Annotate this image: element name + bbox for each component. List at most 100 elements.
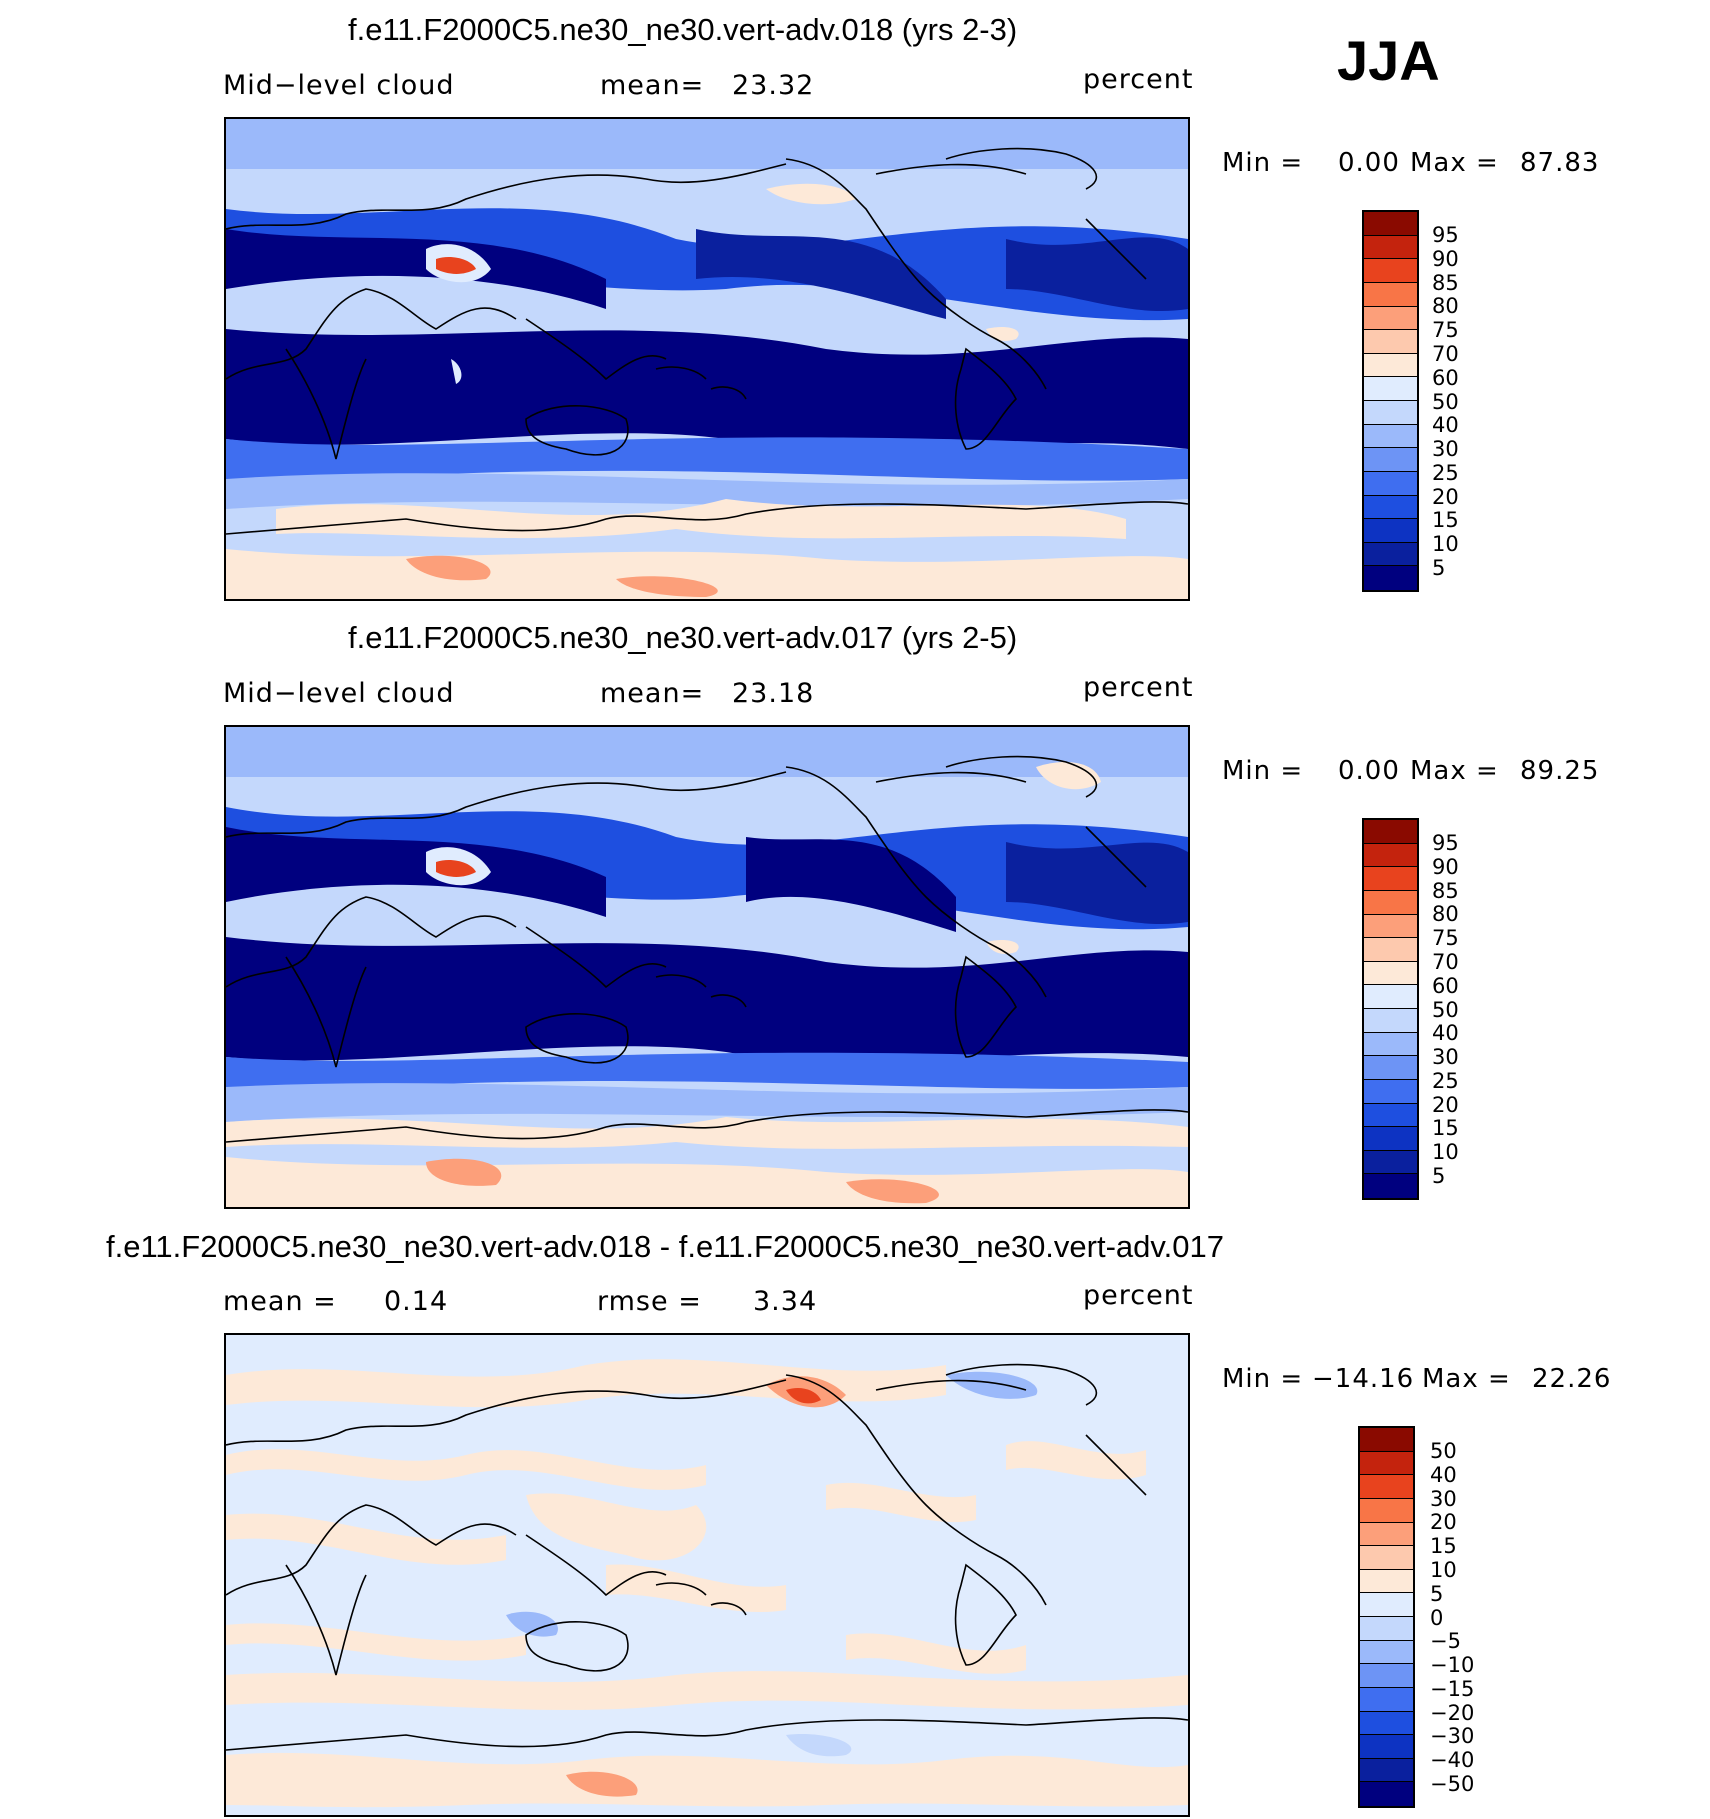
panel1-mean-label: mean= <box>600 70 705 101</box>
colorbar-segment <box>1364 330 1417 354</box>
panel2-map-svg <box>226 727 1188 1207</box>
colorbar-segment <box>1360 1758 1413 1783</box>
panel2-tick: 20 <box>1432 1093 1459 1117</box>
colorbar-segment <box>1364 890 1417 915</box>
colorbar-segment <box>1364 1127 1417 1151</box>
panel3-tick: 5 <box>1430 1582 1444 1606</box>
colorbar-segment <box>1364 867 1417 891</box>
colorbar-segment <box>1360 1640 1413 1665</box>
panel2-tick: 70 <box>1432 950 1459 974</box>
panel1-colorbar <box>1362 210 1419 592</box>
colorbar-segment <box>1364 448 1417 472</box>
colorbar-segment <box>1364 1079 1417 1104</box>
panel2-title: f.e11.F2000C5.ne30_ne30.vert-adv.017 (yr… <box>348 620 1018 655</box>
panel3-tick: −5 <box>1430 1629 1461 1653</box>
panel3-tick: 40 <box>1430 1463 1457 1487</box>
panel3-tick: 50 <box>1430 1439 1457 1463</box>
colorbar-segment <box>1364 282 1417 307</box>
colorbar-segment <box>1364 1150 1417 1175</box>
panel3-tick: −15 <box>1430 1677 1475 1701</box>
panel3-map <box>224 1333 1190 1817</box>
panel1-tick: 20 <box>1432 485 1459 509</box>
colorbar-segment <box>1364 1103 1417 1128</box>
panel1-tick: 25 <box>1432 461 1459 485</box>
panel3-title: f.e11.F2000C5.ne30_ne30.vert-adv.018 - f… <box>106 1229 1224 1264</box>
panel2-colorbar <box>1362 818 1419 1200</box>
panel1-max-label: Max = <box>1410 148 1499 178</box>
colorbar-segment <box>1364 1009 1417 1033</box>
panel3-tick: 0 <box>1430 1606 1444 1630</box>
colorbar-segment <box>1360 1593 1413 1617</box>
panel1-tick: 60 <box>1432 366 1459 390</box>
panel3-colorbar-ticks: 50 40 30 20 15 10 5 0 −5 −10 −15 −20 −30… <box>1430 1426 1520 1808</box>
panel3-tick: −50 <box>1430 1772 1475 1796</box>
panel3-rmse-value: 3.34 <box>753 1286 818 1317</box>
colorbar-segment <box>1364 1174 1417 1198</box>
colorbar-segment <box>1360 1569 1413 1594</box>
panel1-map <box>224 117 1190 601</box>
panel2-tick: 15 <box>1432 1116 1459 1140</box>
panel2-min-value: 0.00 <box>1338 756 1400 786</box>
colorbar-segment <box>1364 235 1417 260</box>
panel1-tick: 50 <box>1432 390 1459 414</box>
panel1-title: f.e11.F2000C5.ne30_ne30.vert-adv.018 (yr… <box>348 12 1018 47</box>
colorbar-segment <box>1360 1498 1413 1523</box>
panel1-tick: 90 <box>1432 247 1459 271</box>
panel2-max-label: Max = <box>1410 756 1499 786</box>
panel1-mean-value: 23.32 <box>732 70 815 101</box>
colorbar-segment <box>1364 1032 1417 1057</box>
panel2-min-label: Min = <box>1222 756 1304 786</box>
panel3-map-svg <box>226 1335 1188 1815</box>
panel3-rmse-label: rmse = <box>597 1286 702 1317</box>
panel2-colorbar-ticks: 95 90 85 80 75 70 60 50 40 30 25 20 15 1… <box>1432 818 1512 1200</box>
panel1-variable: Mid−level cloud <box>223 70 455 101</box>
colorbar-segment <box>1360 1664 1413 1688</box>
colorbar-segment <box>1364 353 1417 378</box>
panel3-colorbar <box>1358 1426 1415 1808</box>
colorbar-segment <box>1364 566 1417 590</box>
colorbar-segment <box>1364 843 1417 868</box>
panel1-tick: 75 <box>1432 318 1459 342</box>
panel2-mean-value: 23.18 <box>732 678 815 709</box>
panel3-tick: −30 <box>1430 1724 1475 1748</box>
colorbar-segment <box>1360 1522 1413 1547</box>
panel3-tick: −40 <box>1430 1748 1475 1772</box>
colorbar-segment <box>1360 1687 1413 1712</box>
panel1-tick: 80 <box>1432 294 1459 318</box>
panel1-tick: 15 <box>1432 508 1459 532</box>
colorbar-segment <box>1364 542 1417 567</box>
panel1-map-svg <box>226 119 1188 599</box>
panel3-tick: 30 <box>1430 1487 1457 1511</box>
panel3-max-label: Max = <box>1422 1364 1511 1394</box>
colorbar-segment <box>1360 1711 1413 1736</box>
panel2-units: percent <box>1083 672 1194 703</box>
panel3-max-value: 22.26 <box>1532 1364 1612 1394</box>
colorbar-segment <box>1364 519 1417 543</box>
season-label: JJA <box>1337 29 1440 92</box>
panel1-min-value: 0.00 <box>1338 148 1400 178</box>
colorbar-segment <box>1360 1782 1413 1806</box>
panel1-tick: 10 <box>1432 532 1459 556</box>
panel3-tick: 15 <box>1430 1534 1457 1558</box>
panel2-variable: Mid−level cloud <box>223 678 455 709</box>
panel2-tick: 85 <box>1432 879 1459 903</box>
panel2-tick: 30 <box>1432 1045 1459 1069</box>
panel1-tick: 5 <box>1432 556 1446 580</box>
colorbar-segment <box>1364 914 1417 939</box>
panel3-tick: −20 <box>1430 1701 1475 1725</box>
colorbar-segment <box>1364 820 1417 844</box>
colorbar-segment <box>1364 401 1417 425</box>
panel1-tick: 30 <box>1432 437 1459 461</box>
panel1-tick: 40 <box>1432 413 1459 437</box>
colorbar-segment <box>1364 377 1417 401</box>
panel2-tick: 5 <box>1432 1164 1446 1188</box>
panel2-map <box>224 725 1190 1209</box>
panel1-min-label: Min = <box>1222 148 1304 178</box>
colorbar-segment <box>1364 212 1417 236</box>
panel3-tick: −10 <box>1430 1653 1475 1677</box>
panel3-tick: 10 <box>1430 1558 1457 1582</box>
panel2-max-value: 89.25 <box>1520 756 1600 786</box>
panel2-tick: 40 <box>1432 1021 1459 1045</box>
panel2-tick: 60 <box>1432 974 1459 998</box>
colorbar-segment <box>1364 424 1417 449</box>
